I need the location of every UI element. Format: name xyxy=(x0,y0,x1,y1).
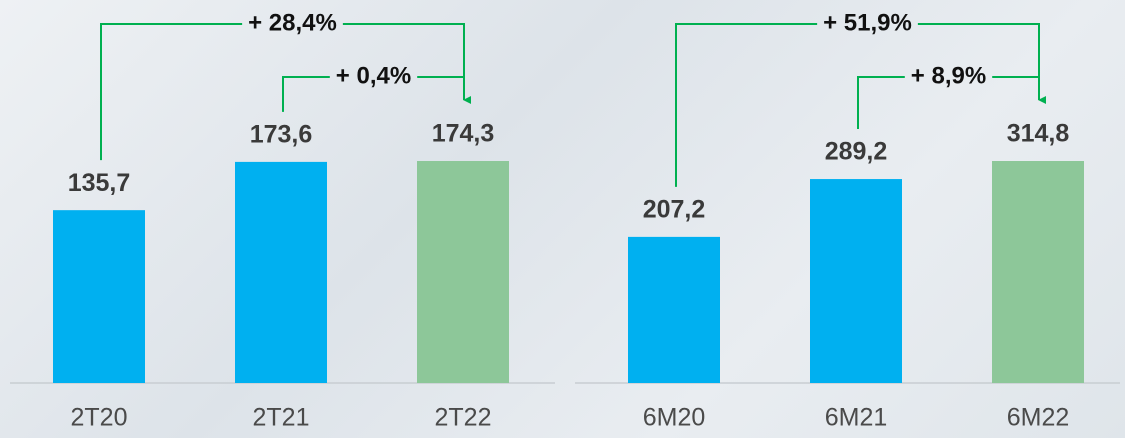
category-label: 6M22 xyxy=(1007,404,1070,432)
growth-arrow xyxy=(417,76,472,104)
growth-annotation: + 28,4% xyxy=(248,9,337,36)
growth-connector xyxy=(857,76,905,130)
growth-connector xyxy=(100,23,243,161)
growth-arrow xyxy=(992,76,1047,104)
value-label: 289,2 xyxy=(825,138,888,166)
value-label: 207,2 xyxy=(643,195,706,223)
bar xyxy=(53,210,145,383)
category-label: 2T22 xyxy=(435,404,492,432)
category-label: 6M21 xyxy=(825,404,888,432)
growth-annotation: + 0,4% xyxy=(336,62,411,89)
bar xyxy=(810,179,902,383)
value-label: 314,8 xyxy=(1007,120,1070,148)
growth-annotation: + 8,9% xyxy=(911,62,986,89)
bar xyxy=(628,236,720,383)
value-label: 135,7 xyxy=(68,169,131,197)
bar xyxy=(235,161,327,383)
value-label: 174,3 xyxy=(432,120,495,148)
bar xyxy=(417,161,509,383)
category-label: 2T21 xyxy=(253,404,310,432)
growth-arrow xyxy=(342,23,472,104)
growth-annotation: + 51,9% xyxy=(823,9,912,36)
growth-connector xyxy=(675,23,818,187)
value-label: 173,6 xyxy=(250,121,313,149)
bar xyxy=(992,161,1084,383)
growth-arrow xyxy=(917,23,1047,104)
category-label: 6M20 xyxy=(643,404,706,432)
growth-connector xyxy=(282,76,330,112)
category-label: 2T20 xyxy=(71,404,128,432)
